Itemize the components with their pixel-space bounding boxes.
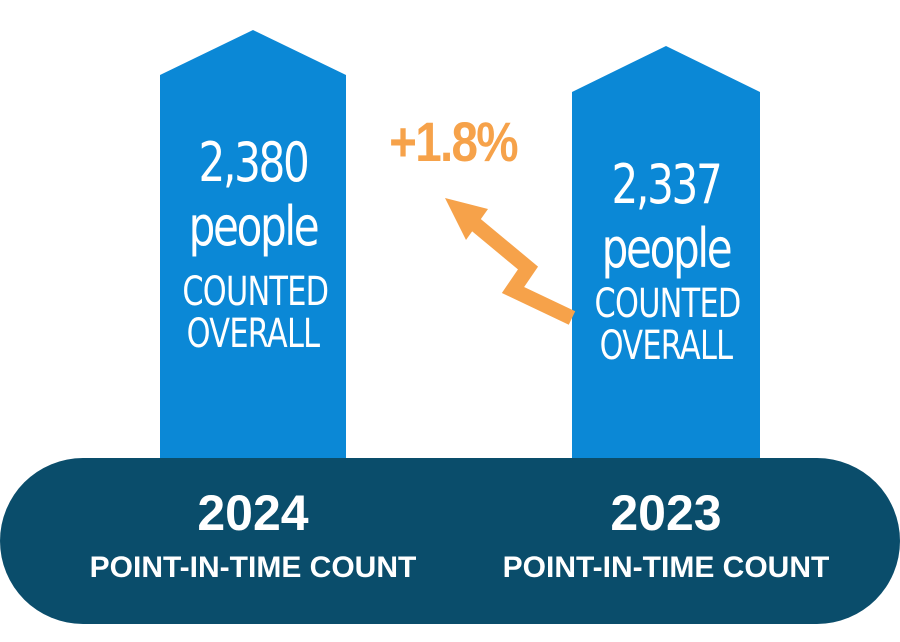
bar-2024-value: 2,380 [198, 131, 310, 194]
year-2023-label: 2023 [610, 485, 722, 541]
bar-2023-unit: people [601, 217, 733, 280]
base-pill [0, 458, 900, 624]
bar-2024-unit: people [188, 195, 320, 258]
bar-2024-line2: OVERALL [186, 311, 320, 357]
increase-arrow-icon [445, 198, 576, 325]
caption-2024: POINT-IN-TIME COUNT [89, 551, 417, 584]
caption-2023: POINT-IN-TIME COUNT [502, 551, 830, 584]
change-percent: +1.8% [389, 110, 518, 173]
bar-2023-arrow [572, 46, 760, 475]
bar-2024-arrow [160, 30, 346, 475]
year-2024-label: 2024 [197, 485, 309, 541]
bar-2023-line2: OVERALL [599, 323, 733, 369]
bar-2024-line1: COUNTED [182, 269, 329, 315]
bar-2023-line1: COUNTED [594, 281, 742, 327]
bar-2023-value: 2,337 [611, 153, 723, 216]
